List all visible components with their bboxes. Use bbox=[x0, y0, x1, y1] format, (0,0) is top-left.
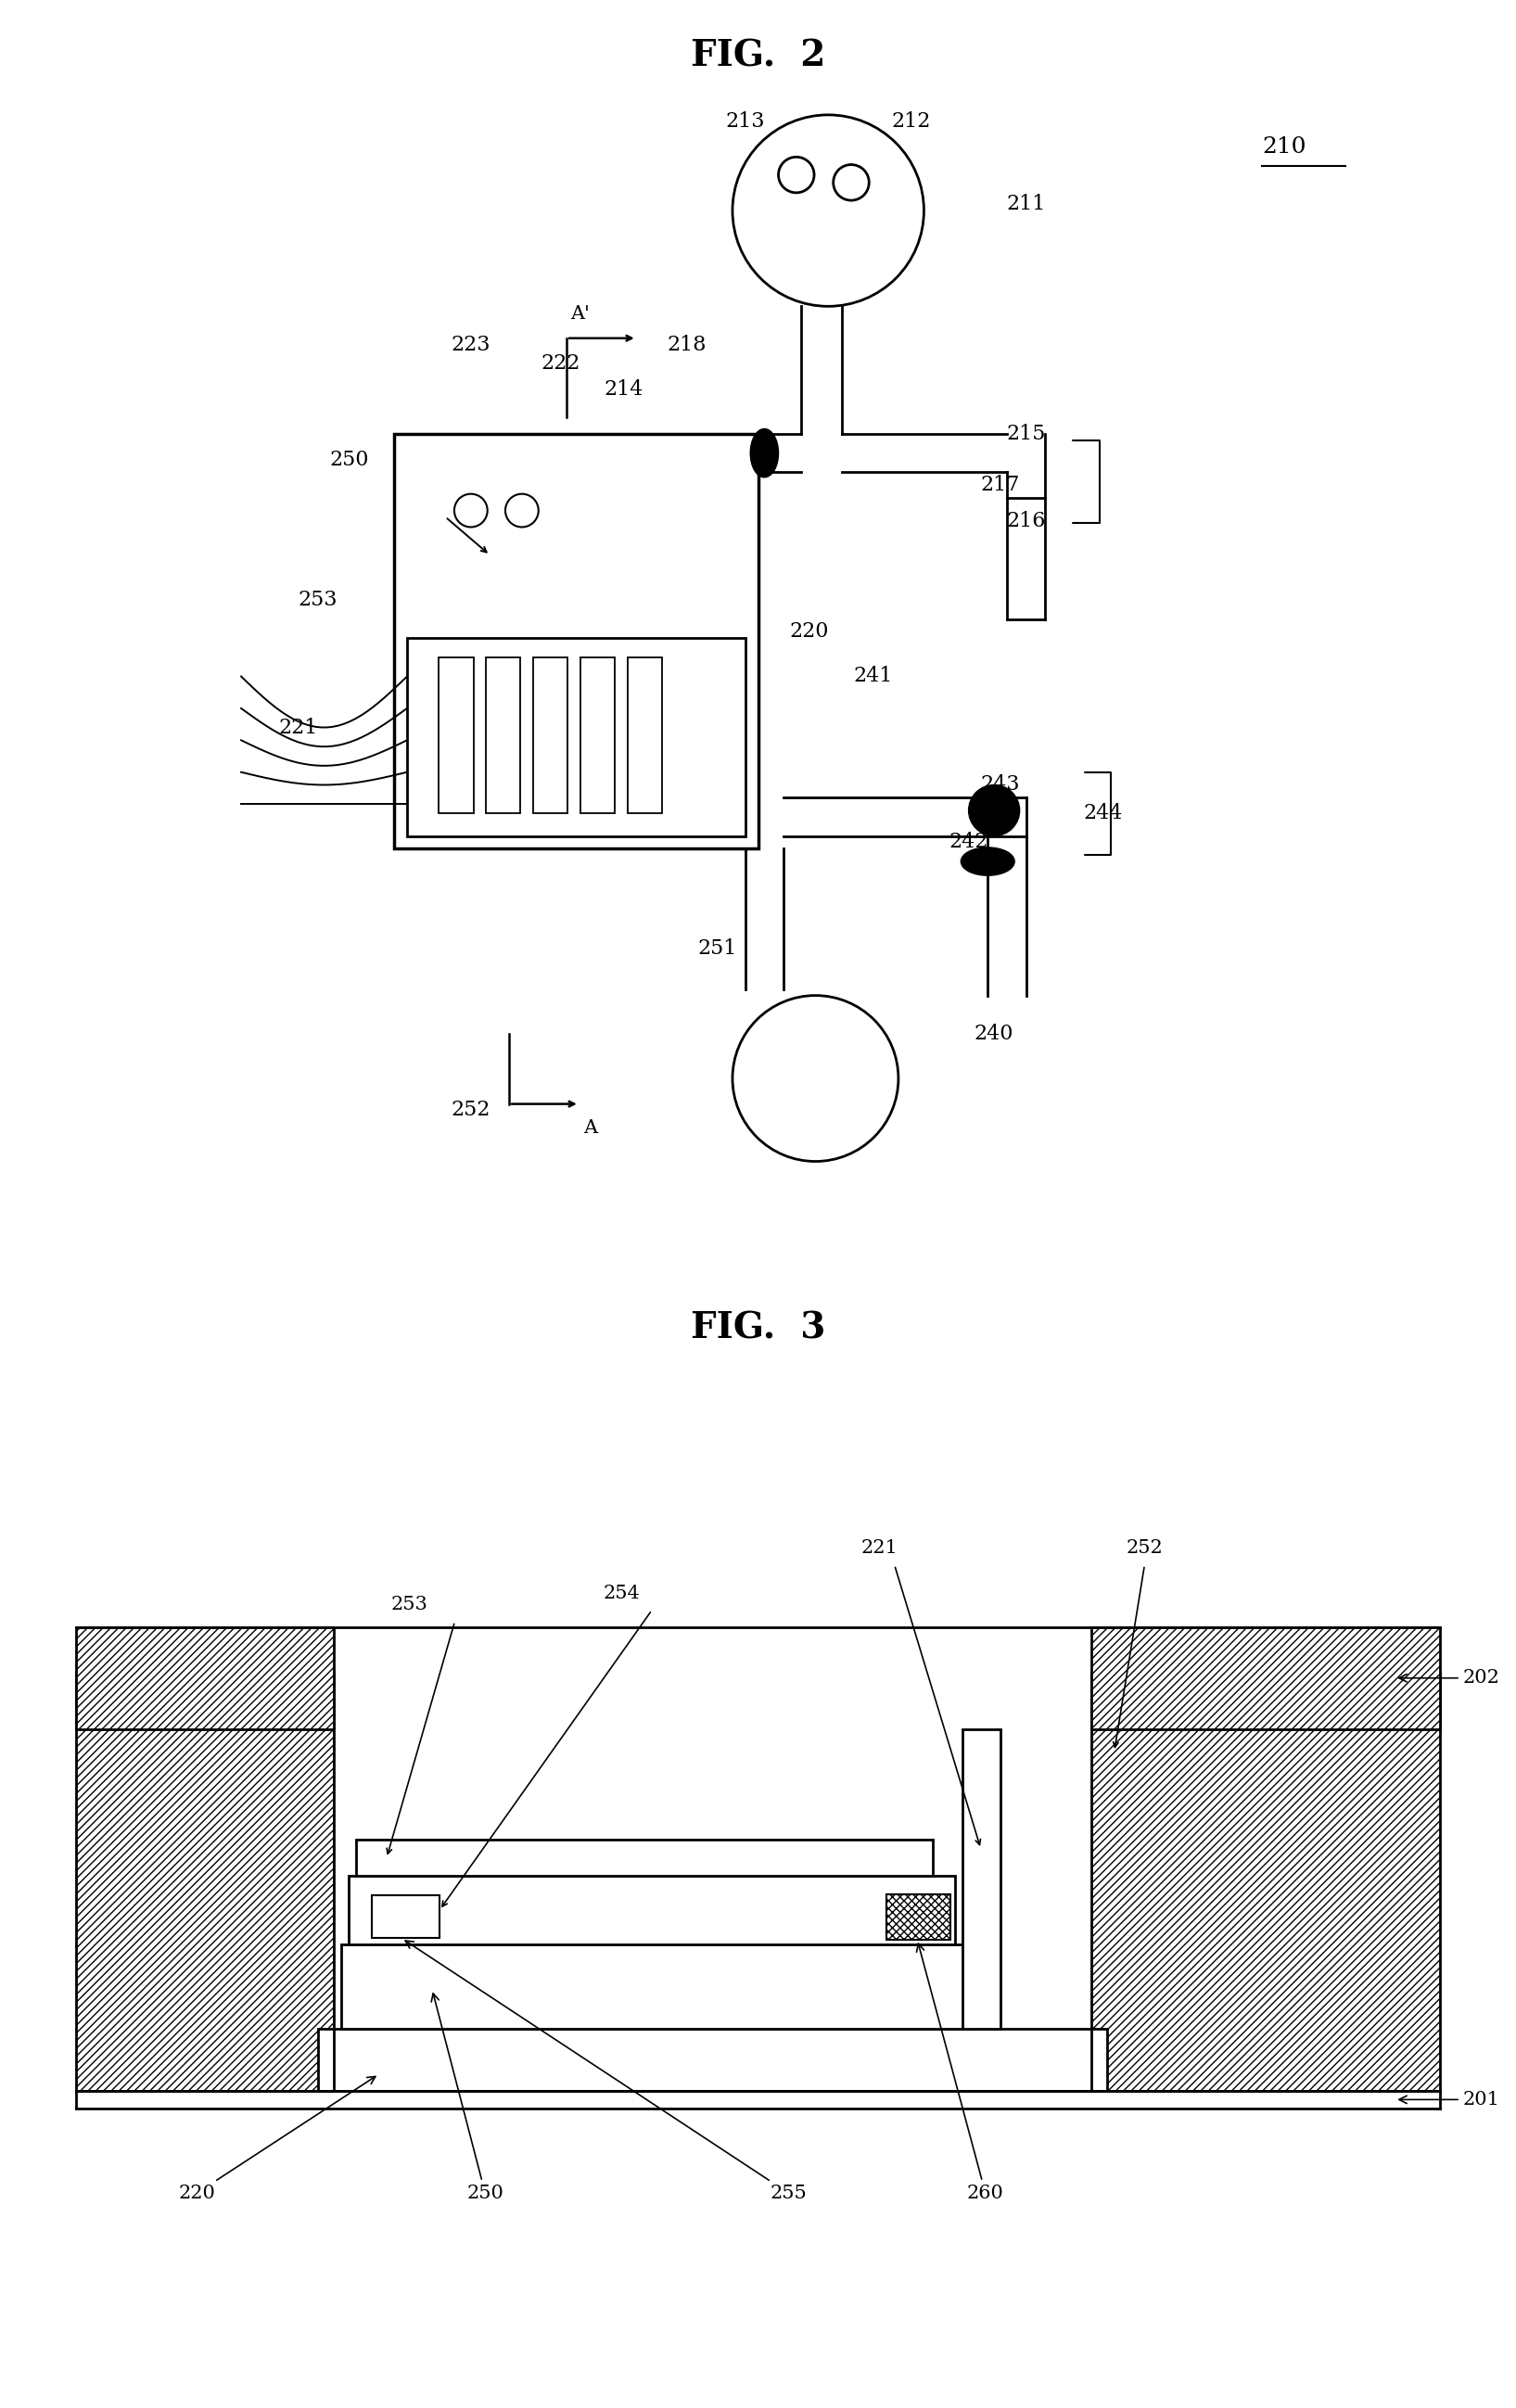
Bar bbox=[581, 657, 615, 814]
Ellipse shape bbox=[961, 848, 1014, 877]
Bar bbox=[318, 2030, 1107, 2090]
Text: 253: 253 bbox=[391, 1597, 428, 1613]
Bar bbox=[1092, 1628, 1440, 1729]
Text: 240: 240 bbox=[975, 1023, 1014, 1045]
Text: 242: 242 bbox=[949, 833, 988, 852]
Bar bbox=[349, 1876, 955, 1943]
Text: 211: 211 bbox=[1007, 195, 1046, 214]
Text: 215: 215 bbox=[1007, 424, 1046, 443]
Text: A: A bbox=[584, 1120, 597, 1137]
Text: 220: 220 bbox=[179, 2076, 376, 2201]
Bar bbox=[371, 1895, 440, 1938]
Bar bbox=[356, 1840, 932, 1876]
Text: 244: 244 bbox=[1082, 802, 1122, 824]
Text: 251: 251 bbox=[697, 939, 737, 958]
Bar bbox=[76, 1671, 334, 2090]
Text: 260: 260 bbox=[917, 1943, 1004, 2201]
Text: 221: 221 bbox=[861, 1539, 897, 1556]
Bar bbox=[487, 657, 520, 814]
Text: 218: 218 bbox=[667, 335, 706, 354]
Text: 241: 241 bbox=[854, 667, 893, 686]
Text: 250: 250 bbox=[330, 450, 370, 470]
Text: 212: 212 bbox=[891, 111, 931, 132]
Bar bbox=[341, 1943, 970, 2030]
Text: 201: 201 bbox=[1399, 2090, 1499, 2109]
Text: 253: 253 bbox=[299, 590, 338, 609]
Text: 252: 252 bbox=[452, 1100, 491, 1120]
Text: 222: 222 bbox=[541, 354, 579, 373]
Bar bbox=[334, 1729, 1092, 2090]
Circle shape bbox=[969, 785, 1020, 836]
Text: 221: 221 bbox=[279, 718, 318, 737]
Bar bbox=[534, 657, 568, 814]
Text: 210: 210 bbox=[1263, 137, 1307, 157]
Bar bbox=[887, 1895, 951, 1938]
Text: 213: 213 bbox=[726, 111, 766, 132]
Text: FIG.  3: FIG. 3 bbox=[691, 1310, 825, 1346]
Text: 216: 216 bbox=[1007, 510, 1046, 530]
Text: 223: 223 bbox=[452, 335, 491, 354]
Text: 202: 202 bbox=[1399, 1669, 1499, 1688]
Bar bbox=[406, 638, 746, 836]
Bar bbox=[440, 657, 473, 814]
Bar bbox=[76, 1628, 334, 1729]
Text: 252: 252 bbox=[1126, 1539, 1163, 1556]
Text: 255: 255 bbox=[405, 1941, 807, 2201]
Text: 214: 214 bbox=[605, 378, 644, 400]
Bar bbox=[394, 433, 758, 848]
Text: 217: 217 bbox=[981, 474, 1020, 496]
Bar bbox=[963, 1729, 1001, 2030]
Text: 250: 250 bbox=[432, 1994, 503, 2201]
Ellipse shape bbox=[750, 429, 778, 477]
Text: A': A' bbox=[570, 306, 590, 323]
Bar bbox=[628, 657, 662, 814]
Text: FIG.  2: FIG. 2 bbox=[691, 39, 825, 75]
Bar bbox=[1092, 1671, 1440, 2090]
Text: 243: 243 bbox=[981, 775, 1020, 795]
Text: 220: 220 bbox=[790, 621, 829, 643]
Text: 254: 254 bbox=[603, 1584, 640, 1601]
